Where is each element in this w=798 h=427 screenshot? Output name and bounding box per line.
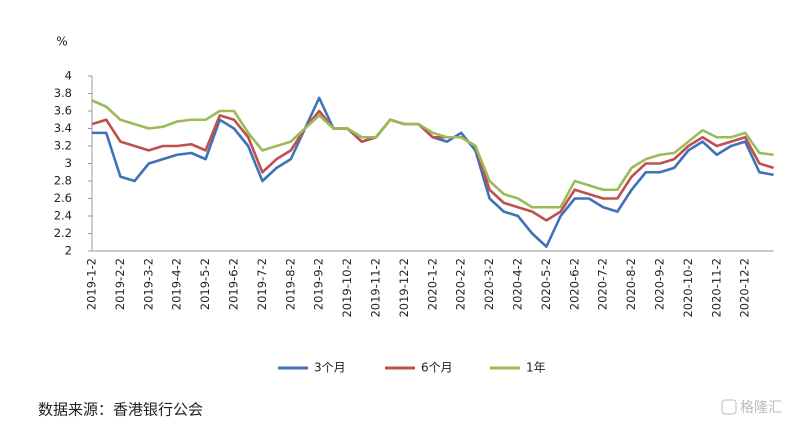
x-tick-label: 2020-5-2 — [539, 258, 553, 310]
x-tick-label: 2019-9-2 — [312, 258, 326, 310]
x-tick-label: 2019-4-2 — [170, 258, 184, 310]
y-tick-label: 2.8 — [54, 174, 72, 188]
y-tick-label: 2 — [65, 244, 72, 258]
y-tick-label: 3.6 — [54, 104, 72, 118]
x-tick-label: 2019-3-2 — [141, 258, 155, 310]
y-tick-label: 2.2 — [54, 226, 72, 240]
x-tick-label: 2020-9-2 — [653, 258, 667, 310]
x-tick-label: 2020-11-2 — [709, 258, 723, 318]
x-tick-label: 2020-8-2 — [624, 258, 638, 310]
y-tick-label: 2.4 — [54, 209, 72, 223]
series-line — [91, 109, 774, 222]
x-tick-label: 2019-1-2 — [85, 258, 99, 310]
x-tick-label: 2020-4-2 — [511, 258, 525, 310]
y-tick-label: 2.6 — [54, 191, 72, 205]
x-tick-label: 2020-2-2 — [454, 258, 468, 310]
y-tick-label: 3 — [65, 156, 72, 170]
watermark: 格隆汇 — [740, 400, 782, 416]
series-line — [91, 99, 774, 209]
x-tick-label: 2020-7-2 — [596, 258, 610, 310]
source-note: 数据来源：香港银行公会 — [38, 401, 203, 419]
y-tick-label: 3.8 — [54, 86, 72, 100]
x-tick-label: 2020-6-2 — [567, 258, 581, 310]
x-tick-label: 2020-1-2 — [425, 258, 439, 310]
watermark-icon — [721, 399, 737, 415]
x-tick-label: 2019-8-2 — [283, 258, 297, 310]
legend-label: 6个月 — [421, 361, 453, 375]
x-tick-label: 2020-3-2 — [482, 258, 496, 310]
x-tick-label: 2020-10-2 — [681, 258, 695, 318]
legend-label: 1年 — [526, 361, 546, 375]
x-tick-label: 2019-7-2 — [255, 258, 269, 310]
x-tick-label: 2019-11-2 — [369, 258, 383, 318]
x-tick-label: 2019-6-2 — [227, 258, 241, 310]
x-tick-label: 2019-5-2 — [198, 258, 212, 310]
legend-label: 3个月 — [314, 361, 346, 375]
y-tick-label: 3.2 — [54, 139, 72, 153]
x-tick-label: 2019-10-2 — [340, 258, 354, 318]
y-tick-label: 3.4 — [54, 121, 72, 135]
y-tick-label: 4 — [65, 69, 72, 83]
y-unit: % — [56, 35, 67, 49]
x-tick-label: 2019-12-2 — [397, 258, 411, 318]
x-tick-label: 2020-12-2 — [738, 258, 752, 318]
x-tick-label: 2019-2-2 — [113, 258, 127, 310]
